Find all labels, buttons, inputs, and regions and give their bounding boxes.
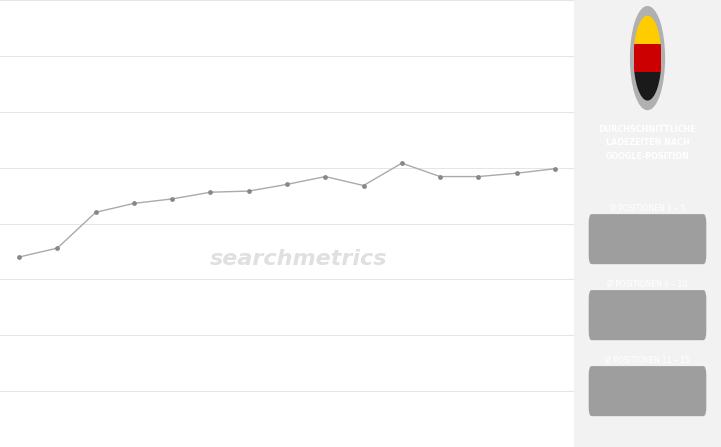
Text: DURCHSCHNITTLICHE
LADEZEITEN NACH
GOOGLE-POSITION: DURCHSCHNITTLICHE LADEZEITEN NACH GOOGLE… [598, 125, 696, 160]
Bar [634, 16, 661, 44]
FancyBboxPatch shape [589, 214, 707, 264]
FancyBboxPatch shape [589, 366, 707, 416]
Text: 3,3s: 3,3s [635, 310, 660, 320]
Point [396, 160, 407, 167]
Circle shape [631, 7, 665, 110]
Point [167, 195, 178, 202]
Text: Ø POSITIONEN 11 – 15: Ø POSITIONEN 11 – 15 [605, 355, 690, 364]
Point [128, 200, 140, 207]
Point [243, 188, 255, 195]
Point [549, 165, 561, 172]
Point [281, 181, 293, 188]
Text: 3,5s: 3,5s [635, 386, 660, 396]
FancyBboxPatch shape [589, 290, 707, 340]
Point [90, 209, 102, 216]
Point [319, 173, 331, 180]
Point [14, 253, 25, 261]
Text: 3,0s: 3,0s [635, 234, 660, 244]
Point [52, 245, 63, 252]
Point [358, 182, 369, 189]
Point [205, 189, 216, 196]
Point [434, 173, 446, 180]
Text: Ø POSITIONEN 6 – 10: Ø POSITIONEN 6 – 10 [607, 279, 688, 288]
Point [472, 173, 484, 180]
Point [511, 169, 523, 177]
Bar [634, 72, 661, 101]
Text: Ø POSITIONEN 1 – 5: Ø POSITIONEN 1 – 5 [610, 203, 685, 212]
Bar [634, 44, 661, 72]
Text: searchmetrics: searchmetrics [210, 249, 387, 269]
